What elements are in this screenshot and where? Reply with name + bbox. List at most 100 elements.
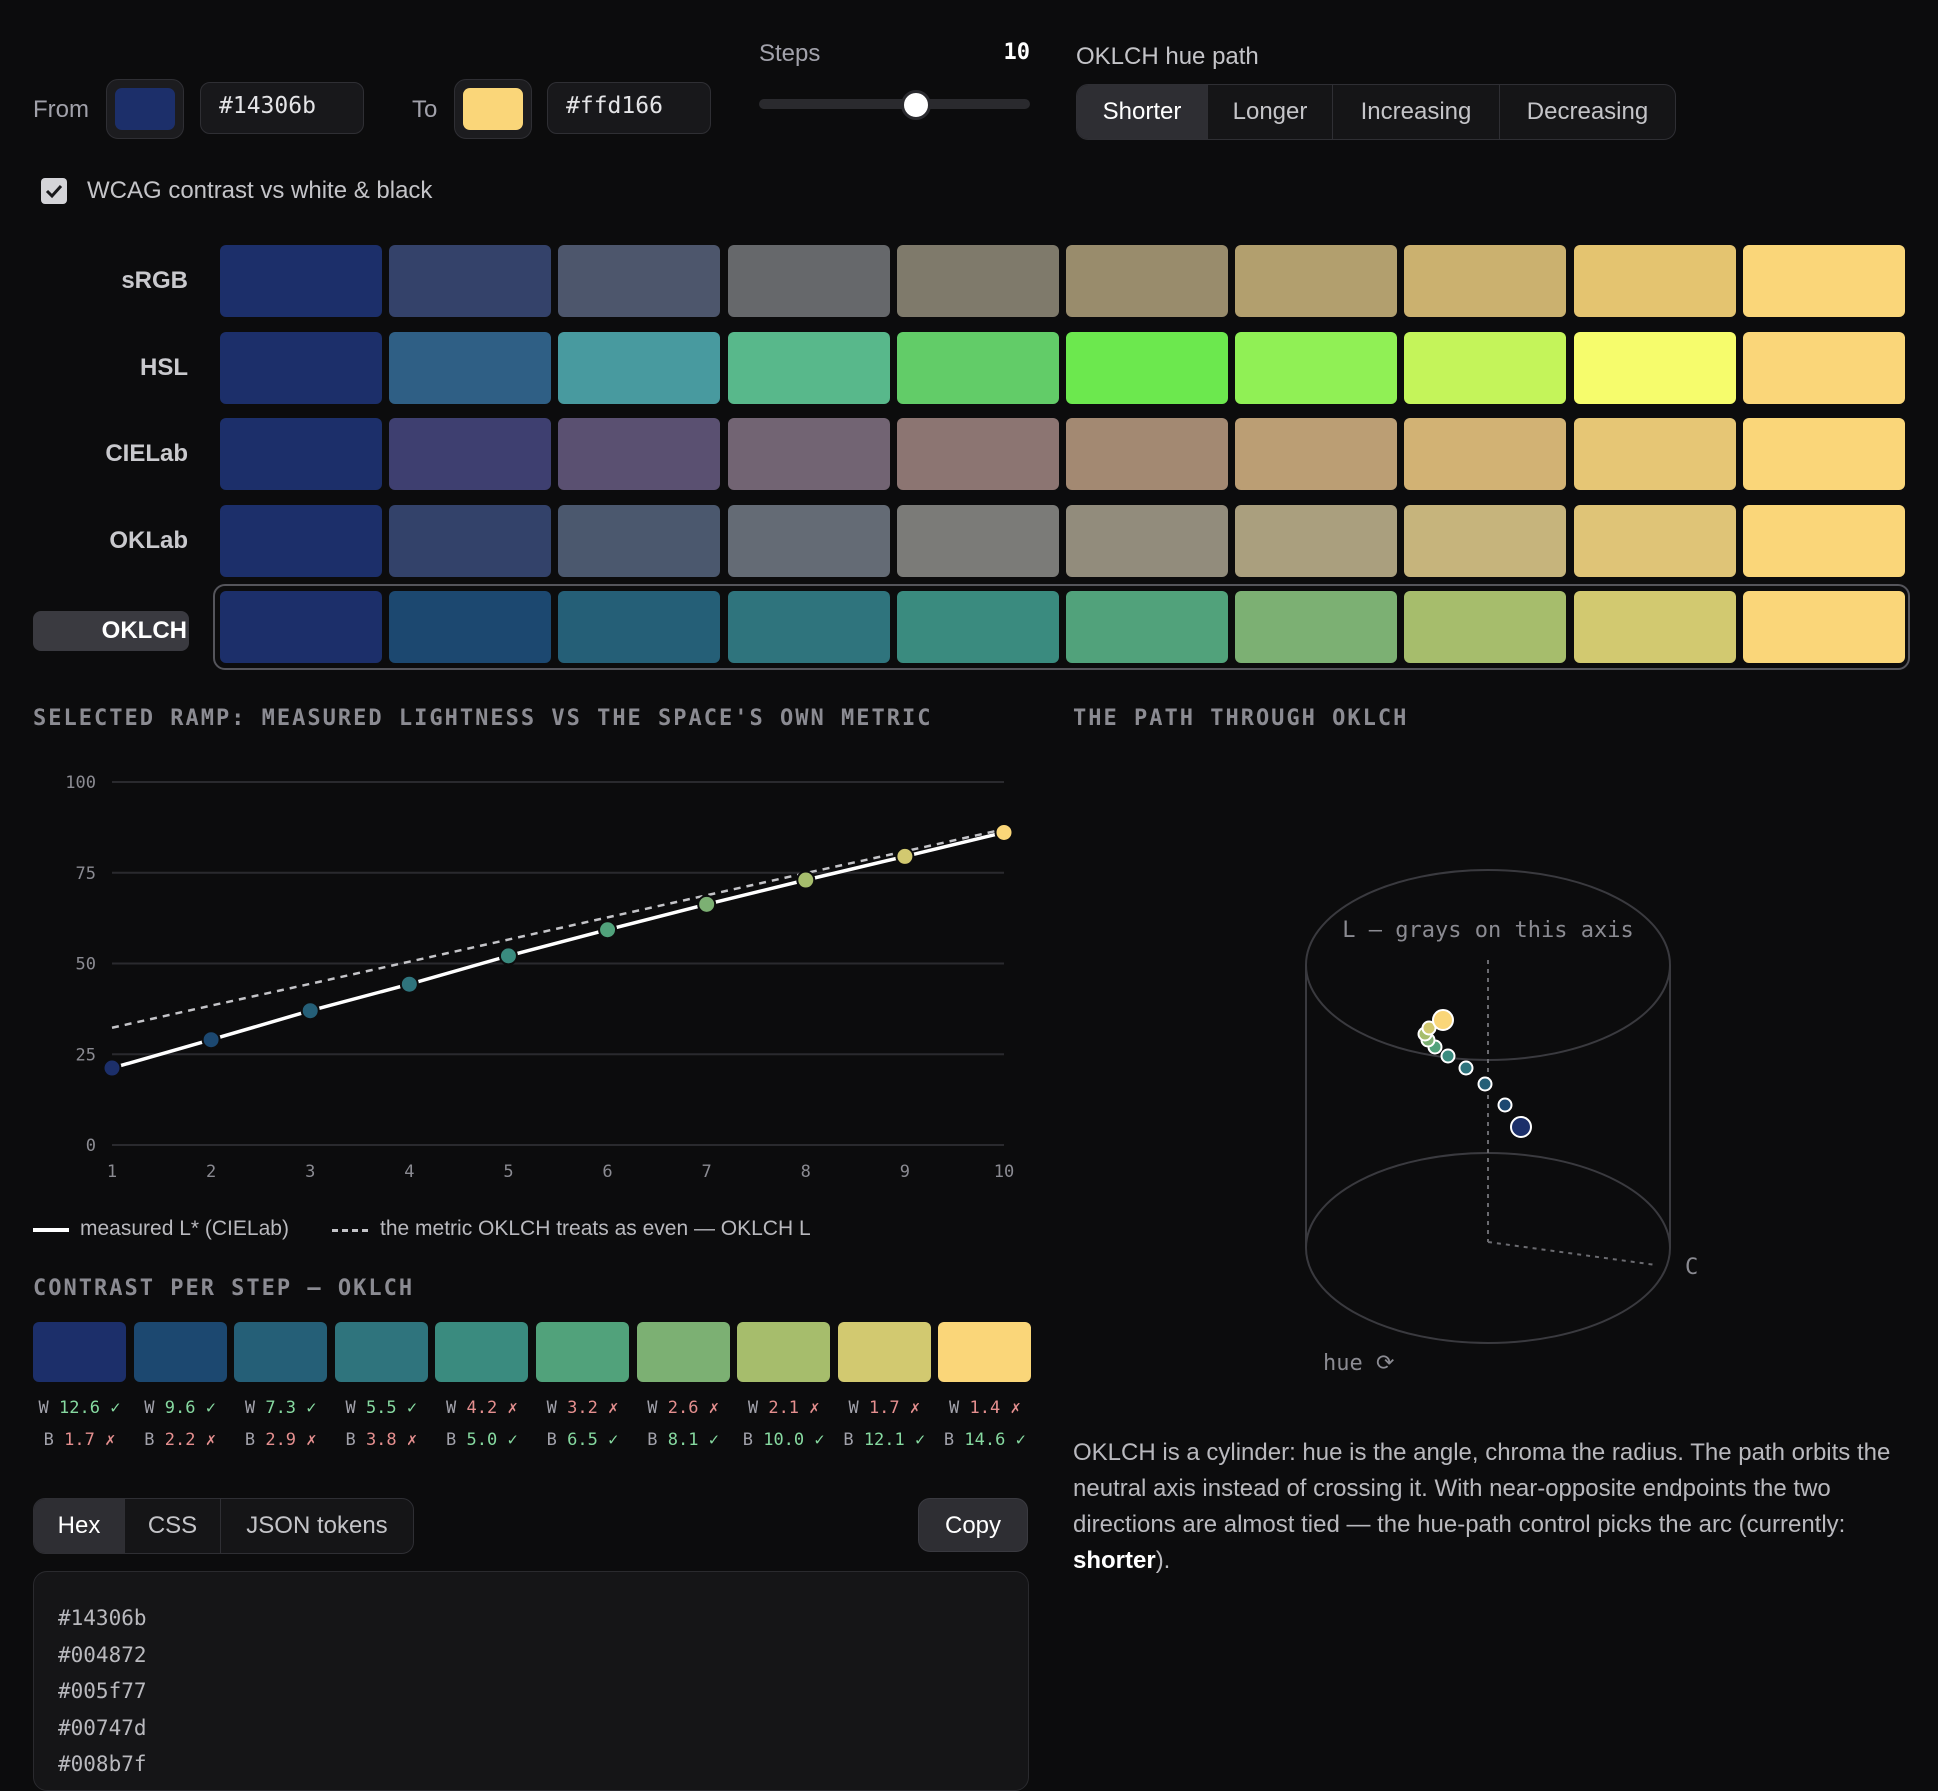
ramp-label-oklab[interactable]: OKLab	[109, 526, 188, 554]
x-tick-label: 8	[801, 1162, 811, 1182]
ramp-swatch[interactable]	[220, 418, 382, 490]
ramp-swatch[interactable]	[896, 504, 1059, 577]
ramp-swatch[interactable]	[1066, 331, 1228, 404]
ramp-swatch[interactable]	[558, 331, 721, 404]
ramp-swatch[interactable]	[1573, 331, 1736, 404]
fail-icon: ✗	[1000, 1398, 1021, 1418]
ramp-swatch[interactable]	[220, 504, 382, 577]
fail-icon: ✗	[597, 1398, 619, 1418]
ramp-swatch[interactable]	[1066, 591, 1228, 663]
path-point	[1510, 1116, 1532, 1138]
pass-icon: ✓	[99, 1398, 121, 1418]
steps-slider[interactable]	[759, 90, 1030, 120]
ramp-swatch[interactable]	[727, 331, 890, 404]
ramp-swatch[interactable]	[1573, 504, 1736, 577]
ramp-swatch[interactable]	[389, 504, 552, 577]
ramp-swatch[interactable]	[1742, 331, 1905, 404]
copy-button[interactable]: Copy	[918, 1498, 1028, 1552]
contrast-swatch	[334, 1322, 428, 1382]
ramp-swatch[interactable]	[1404, 418, 1567, 490]
ramp-swatch[interactable]	[558, 504, 721, 577]
ramp-swatch[interactable]	[1742, 591, 1905, 663]
huepath-segmented-control: Shorter Longer Increasing Decreasing	[1076, 84, 1676, 140]
legend-solid-label: measured L* (CIELab)	[80, 1217, 289, 1240]
export-code-lines: #14306b #004872 #005f77 #00747d #008b7f	[34, 1572, 1028, 1790]
contrast-prefix: B	[742, 1430, 764, 1450]
to-color-picker[interactable]	[454, 79, 532, 139]
ramp-swatch[interactable]	[727, 245, 890, 317]
ramp-swatch[interactable]	[389, 418, 552, 490]
ramp-swatch[interactable]	[896, 245, 1059, 317]
y-tick-label: 0	[86, 1136, 96, 1156]
ramp-swatch[interactable]	[896, 418, 1059, 490]
x-tick-label: 9	[900, 1162, 910, 1182]
contrast-ratio: 10.0	[763, 1430, 805, 1450]
ramp-swatch[interactable]	[558, 418, 721, 490]
ramp-swatch[interactable]	[389, 591, 552, 663]
ramp-swatch[interactable]	[1235, 418, 1398, 490]
export-tab-hex[interactable]: Hex	[34, 1499, 125, 1553]
ramp-swatch[interactable]	[389, 245, 552, 317]
export-tab-css[interactable]: CSS	[125, 1499, 221, 1553]
oklch-path-points	[1417, 1009, 1532, 1138]
from-hex-input[interactable]: #14306b	[200, 82, 364, 134]
ramp-swatch[interactable]	[1066, 418, 1228, 490]
huepath-option-decreasing[interactable]: Decreasing	[1526, 98, 1649, 125]
ramp-swatch[interactable]	[1235, 245, 1398, 317]
series-oklch-l-line	[111, 827, 1005, 1029]
ramp-swatch[interactable]	[1404, 504, 1567, 577]
ramp-swatch[interactable]	[727, 418, 890, 490]
steps-slider-track	[759, 99, 1030, 109]
export-code-line: #14306b	[58, 1606, 147, 1630]
export-tab-json-tokens[interactable]: JSON tokens	[246, 1512, 388, 1539]
ramp-swatch[interactable]	[896, 331, 1059, 404]
c-axis	[1487, 1241, 1657, 1266]
ramp-label-oklch[interactable]: OKLCH	[33, 611, 189, 651]
ramp-swatch[interactable]	[1573, 591, 1736, 663]
huepath-option-longer[interactable]: Longer	[1208, 85, 1333, 139]
ramp-swatch[interactable]	[727, 591, 890, 663]
ramp-swatch[interactable]	[389, 331, 552, 404]
ramp-label-srgb[interactable]: sRGB	[121, 267, 188, 294]
ramp-label-cielab[interactable]: CIELab	[105, 440, 188, 467]
ramp-swatch[interactable]	[1235, 591, 1398, 663]
export-code-line: #00747d	[58, 1715, 147, 1740]
ramp-swatch[interactable]	[220, 245, 382, 317]
to-hex-input[interactable]: #ffd166	[547, 82, 711, 134]
ramp-swatch[interactable]	[1742, 418, 1905, 490]
ramp-swatch[interactable]	[1404, 245, 1567, 317]
ramp-swatch[interactable]	[558, 245, 721, 317]
contrast-ratio: 2.2	[164, 1430, 196, 1450]
ramp-swatch[interactable]	[727, 504, 890, 577]
ramp-swatch[interactable]	[1066, 245, 1228, 317]
ramp-swatch[interactable]	[1742, 504, 1905, 577]
contrast-vs-white: W 4.2 ✗	[435, 1398, 528, 1418]
wcag-checkbox[interactable]	[41, 178, 67, 204]
contrast-prefix: W	[747, 1398, 769, 1418]
pass-icon: ✓	[195, 1398, 216, 1418]
ramp-swatch[interactable]	[1573, 418, 1736, 490]
hue-label: hue ⟳	[1323, 1351, 1394, 1376]
cylinder-heading: THE PATH THROUGH OKLCH	[1073, 706, 1409, 731]
ramp-swatch[interactable]	[1573, 245, 1736, 317]
ramp-swatch[interactable]	[1235, 504, 1398, 577]
contrast-prefix: B	[943, 1430, 965, 1450]
from-color-picker[interactable]	[106, 79, 184, 139]
contrast-vs-white: W 9.6 ✓	[134, 1398, 227, 1418]
ramp-swatch[interactable]	[1235, 331, 1398, 404]
steps-slider-thumb[interactable]	[901, 90, 932, 120]
huepath-option-increasing[interactable]: Increasing	[1333, 85, 1500, 139]
ramp-swatch[interactable]	[896, 591, 1059, 663]
contrast-vs-white: W 2.1 ✗	[737, 1398, 830, 1418]
ramp-swatch[interactable]	[220, 331, 382, 404]
ramp-swatch[interactable]	[1066, 504, 1228, 577]
huepath-option-shorter[interactable]: Shorter	[1077, 85, 1208, 139]
ramp-label-hsl[interactable]: HSL	[140, 353, 188, 381]
ramp-swatch[interactable]	[1404, 591, 1567, 663]
export-code-panel[interactable]: #14306b #004872 #005f77 #00747d #008b7f	[33, 1571, 1029, 1791]
x-tick-label: 10	[994, 1162, 1014, 1182]
ramp-swatch[interactable]	[1404, 331, 1567, 404]
ramp-swatch[interactable]	[220, 591, 382, 663]
ramp-swatch[interactable]	[558, 591, 721, 663]
ramp-swatch[interactable]	[1742, 245, 1905, 317]
